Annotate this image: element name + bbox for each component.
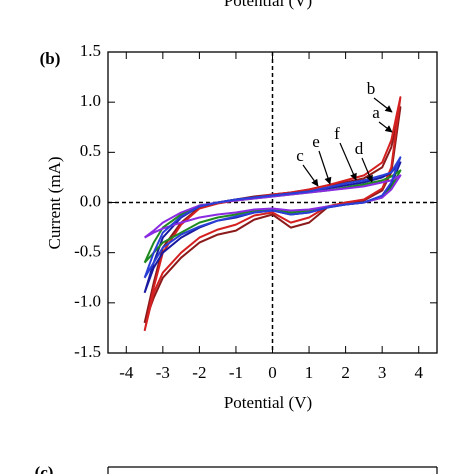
curve-arrow: [339, 142, 357, 181]
curve-arrow: [378, 121, 393, 133]
y-tick-label: -1.0: [74, 292, 101, 311]
x-tick-label: -1: [229, 363, 243, 382]
curve-arrow: [361, 157, 373, 183]
x-axis-label: Potential (V): [224, 393, 312, 412]
cv-curve: [143, 156, 402, 279]
y-axis-label: Current (mA): [45, 156, 64, 249]
curve-label: e: [312, 132, 320, 151]
x-tick-label: -2: [192, 363, 206, 382]
curve-label: c: [296, 146, 304, 165]
x-tick-label: 3: [378, 363, 387, 382]
curve-label: d: [355, 139, 364, 158]
plot-frame: [107, 51, 438, 354]
curve-arrow: [318, 150, 332, 185]
x-tick-label: 0: [268, 363, 277, 382]
x-tick-label: -4: [119, 363, 134, 382]
x-tick-label: 1: [305, 363, 314, 382]
x-tick-label: 2: [341, 363, 350, 382]
panel-label: (b): [40, 49, 61, 68]
curve-label: f: [334, 124, 340, 143]
y-tick-label: 0.0: [80, 191, 101, 210]
curve-label: a: [372, 103, 380, 122]
next-panel-label: (c): [35, 463, 54, 474]
x-tick-label: 4: [414, 363, 423, 382]
cropped-axis-label: Potential (V): [224, 0, 312, 10]
curve-arrow: [302, 164, 319, 187]
y-tick-label: -1.5: [74, 342, 101, 361]
x-tick-label: -3: [156, 363, 170, 382]
y-tick-label: -0.5: [74, 242, 101, 261]
curve-arrow: [373, 97, 393, 113]
y-tick-label: 0.5: [80, 141, 101, 160]
y-tick-label: 1.5: [80, 41, 101, 60]
curve-label: b: [367, 79, 376, 98]
y-tick-label: 1.0: [80, 91, 101, 110]
